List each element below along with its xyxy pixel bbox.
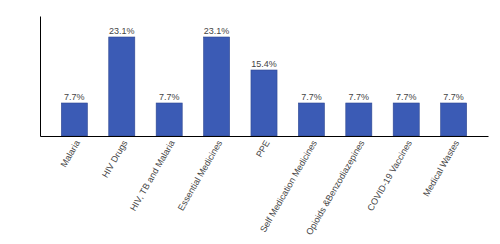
x-tick-label: HIV, TB and Malaria [128,139,177,213]
x-tick: Opioids &Benzodiazepines [304,136,367,237]
y-axis-line [40,17,41,137]
x-tick-label: Opioids &Benzodiazepines [304,138,367,237]
x-tick: Malaria [59,136,82,169]
data-label: 7.7% [301,92,322,102]
x-tick: Medical Wastes [421,136,462,198]
x-axis: Malaria HIV DrugsHIV, TB and MalariaEssen… [41,136,489,237]
bar [156,103,182,136]
bar [109,37,135,136]
data-label: 7.7% [396,92,417,102]
x-tick-label: COVID-19 Vaccines [365,138,414,213]
data-labels: 7.7% 23.1% 7.7% 23.1% 15.4% 7.7% 7.7% 7.7% 7.7% [64,26,464,102]
bar [251,70,277,136]
x-tick-label: Malaria [59,139,82,170]
x-tick-label: PPE [254,139,272,160]
bar [346,103,372,136]
x-axis-line [41,136,489,137]
bar [393,103,419,136]
x-tick: HIV Drugs [100,136,130,179]
bar [298,103,324,136]
bar [61,103,87,136]
x-tick: HIV, TB and Malaria [128,136,177,213]
bars [61,37,466,136]
x-tick-label: HIV Drugs [100,138,130,179]
plot: 7.7% 23.1% 7.7% 23.1% 15.4% 7.7% 7.7% 7.7% 7.7% M… [41,17,489,237]
chart: 7.7% 23.1% 7.7% 23.1% 15.4% 7.7% 7.7% 7.7% 7.7% M… [0,0,500,244]
data-label: 7.7% [443,92,464,102]
x-tick-label: Medical Wastes [421,138,462,198]
data-label: 23.1% [204,26,230,36]
data-label: 7.7% [64,92,85,102]
x-tick: Essential Medicines [176,136,225,212]
data-label: 7.7% [159,92,180,102]
x-tick-label: Essential Medicines [176,138,225,212]
data-label: 23.1% [109,26,135,36]
data-label: 15.4% [251,59,277,69]
y-axis [40,17,41,137]
x-tick: PPE [254,136,272,159]
data-label: 7.7% [349,92,370,102]
bar [204,37,230,136]
bar [441,103,467,136]
x-tick: COVID-19 Vaccines [365,136,414,213]
